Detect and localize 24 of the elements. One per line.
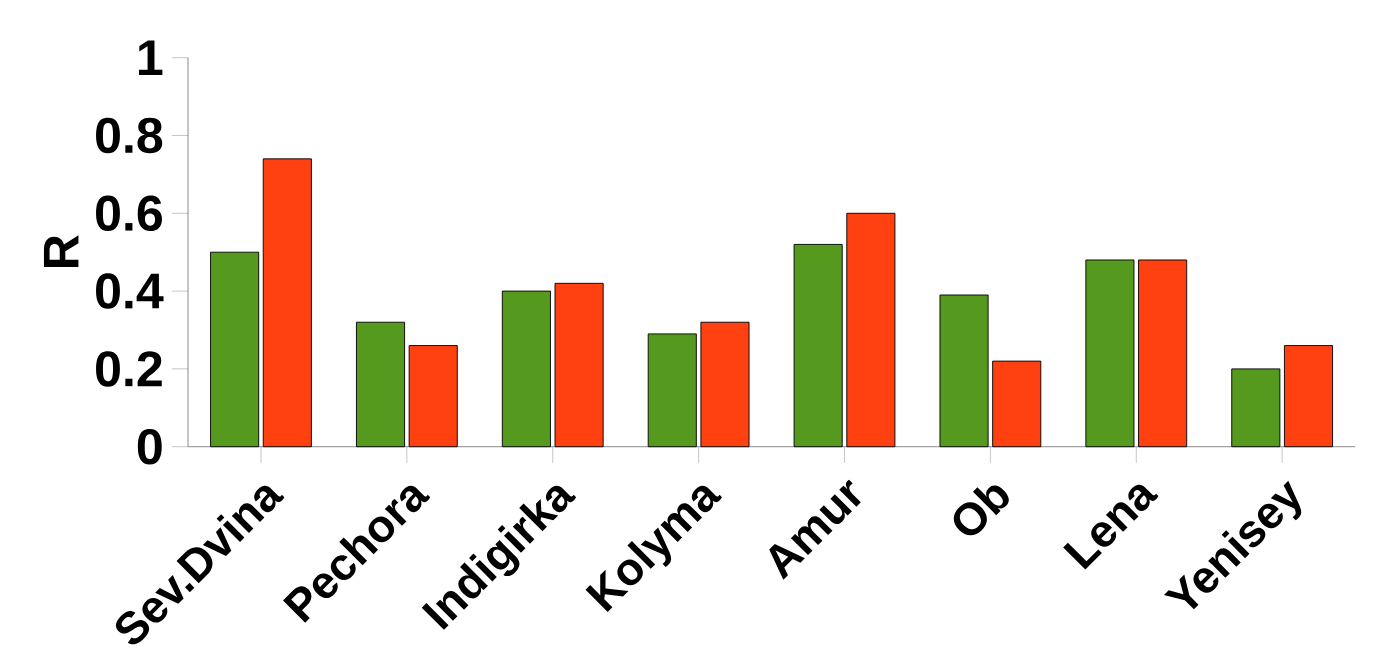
bar: [1138, 259, 1188, 448]
bar: [939, 294, 989, 448]
y-axis-title: R: [43, 235, 79, 267]
y-tick-label: 0.8: [96, 117, 163, 154]
y-tick-label: 0.6: [96, 195, 162, 231]
bar: [408, 345, 458, 448]
y-tick-label: 0.4: [96, 273, 164, 309]
bar: [1283, 345, 1334, 448]
bar: [1085, 259, 1135, 448]
bar: [501, 290, 551, 448]
bar: [210, 251, 260, 448]
bar: [846, 212, 896, 448]
y-tick-label: 1: [139, 40, 163, 75]
bar: [355, 321, 406, 448]
bar: [554, 282, 604, 448]
bar: [992, 360, 1042, 448]
y-tick-label: 0.2: [96, 351, 162, 387]
bar: [647, 333, 697, 448]
bar: [700, 321, 750, 448]
bar: [262, 158, 312, 448]
x-tick-label: Ob: [953, 485, 1009, 536]
bar: [1231, 368, 1281, 448]
bar: [793, 243, 843, 448]
y-tick-label: 0: [137, 428, 162, 465]
